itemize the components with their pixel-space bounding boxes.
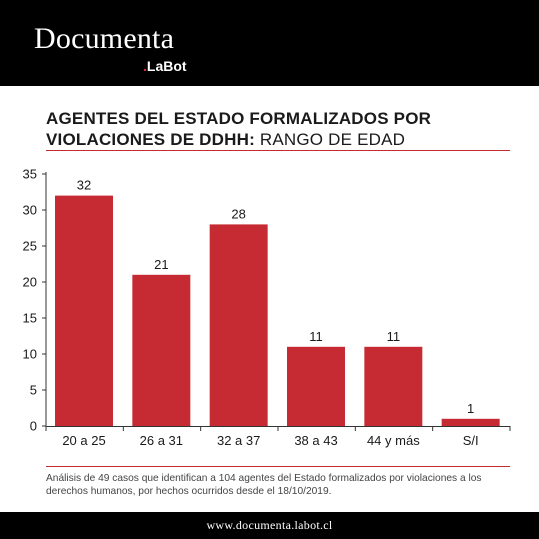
brand-logo-sub: .LaBot	[143, 58, 187, 74]
y-tick-label: 35	[23, 167, 37, 182]
footer-url: www.documenta.labot.cl	[206, 518, 333, 532]
chart-title-regular: RANGO DE EDAD	[254, 130, 406, 149]
y-tick-label: 30	[23, 203, 37, 218]
y-tick-label: 0	[30, 419, 37, 434]
chart-title-bold: AGENTES DEL ESTADO FORMALIZADOS POR VIOL…	[46, 109, 432, 149]
x-tick-label: 26 a 31	[140, 433, 183, 448]
bar-value-label: 32	[77, 178, 91, 193]
title-divider	[46, 150, 510, 151]
bar-value-label: 11	[387, 329, 401, 344]
chart-title: AGENTES DEL ESTADO FORMALIZADOS POR VIOL…	[46, 108, 516, 150]
x-tick-label: 32 a 37	[217, 433, 260, 448]
y-tick-label: 20	[23, 275, 37, 290]
y-tick-label: 15	[23, 311, 37, 326]
bar-value-label: 1	[467, 401, 474, 416]
bar-value-label: 28	[231, 206, 245, 221]
footer-band: www.documenta.labot.cl	[0, 512, 539, 539]
note-divider	[46, 466, 510, 467]
bar-1	[55, 195, 113, 426]
bar-6	[441, 418, 500, 426]
bar-4	[287, 346, 345, 426]
bar-value-label: 21	[154, 257, 168, 272]
bar-2	[132, 274, 191, 426]
chart-note: Análisis de 49 casos que identifican a 1…	[46, 473, 482, 497]
bar-value-label: 11	[309, 329, 323, 344]
x-tick-label: 20 a 25	[62, 433, 105, 448]
brand-sub-text: LaBot	[146, 58, 187, 74]
y-tick-label: 10	[23, 347, 37, 362]
brand-dot: .	[143, 58, 147, 74]
header-band: Documenta .LaBot	[0, 0, 539, 86]
x-tick-label: 38 a 43	[294, 433, 337, 448]
x-tick-label: S/I	[463, 433, 479, 448]
y-tick-label: 25	[23, 239, 37, 254]
brand-logo-name: Documenta	[34, 22, 175, 55]
bar-3	[209, 224, 268, 426]
bar-5	[364, 346, 423, 426]
y-tick-label: 5	[30, 383, 37, 398]
x-tick-label: 44 y más	[367, 433, 420, 448]
